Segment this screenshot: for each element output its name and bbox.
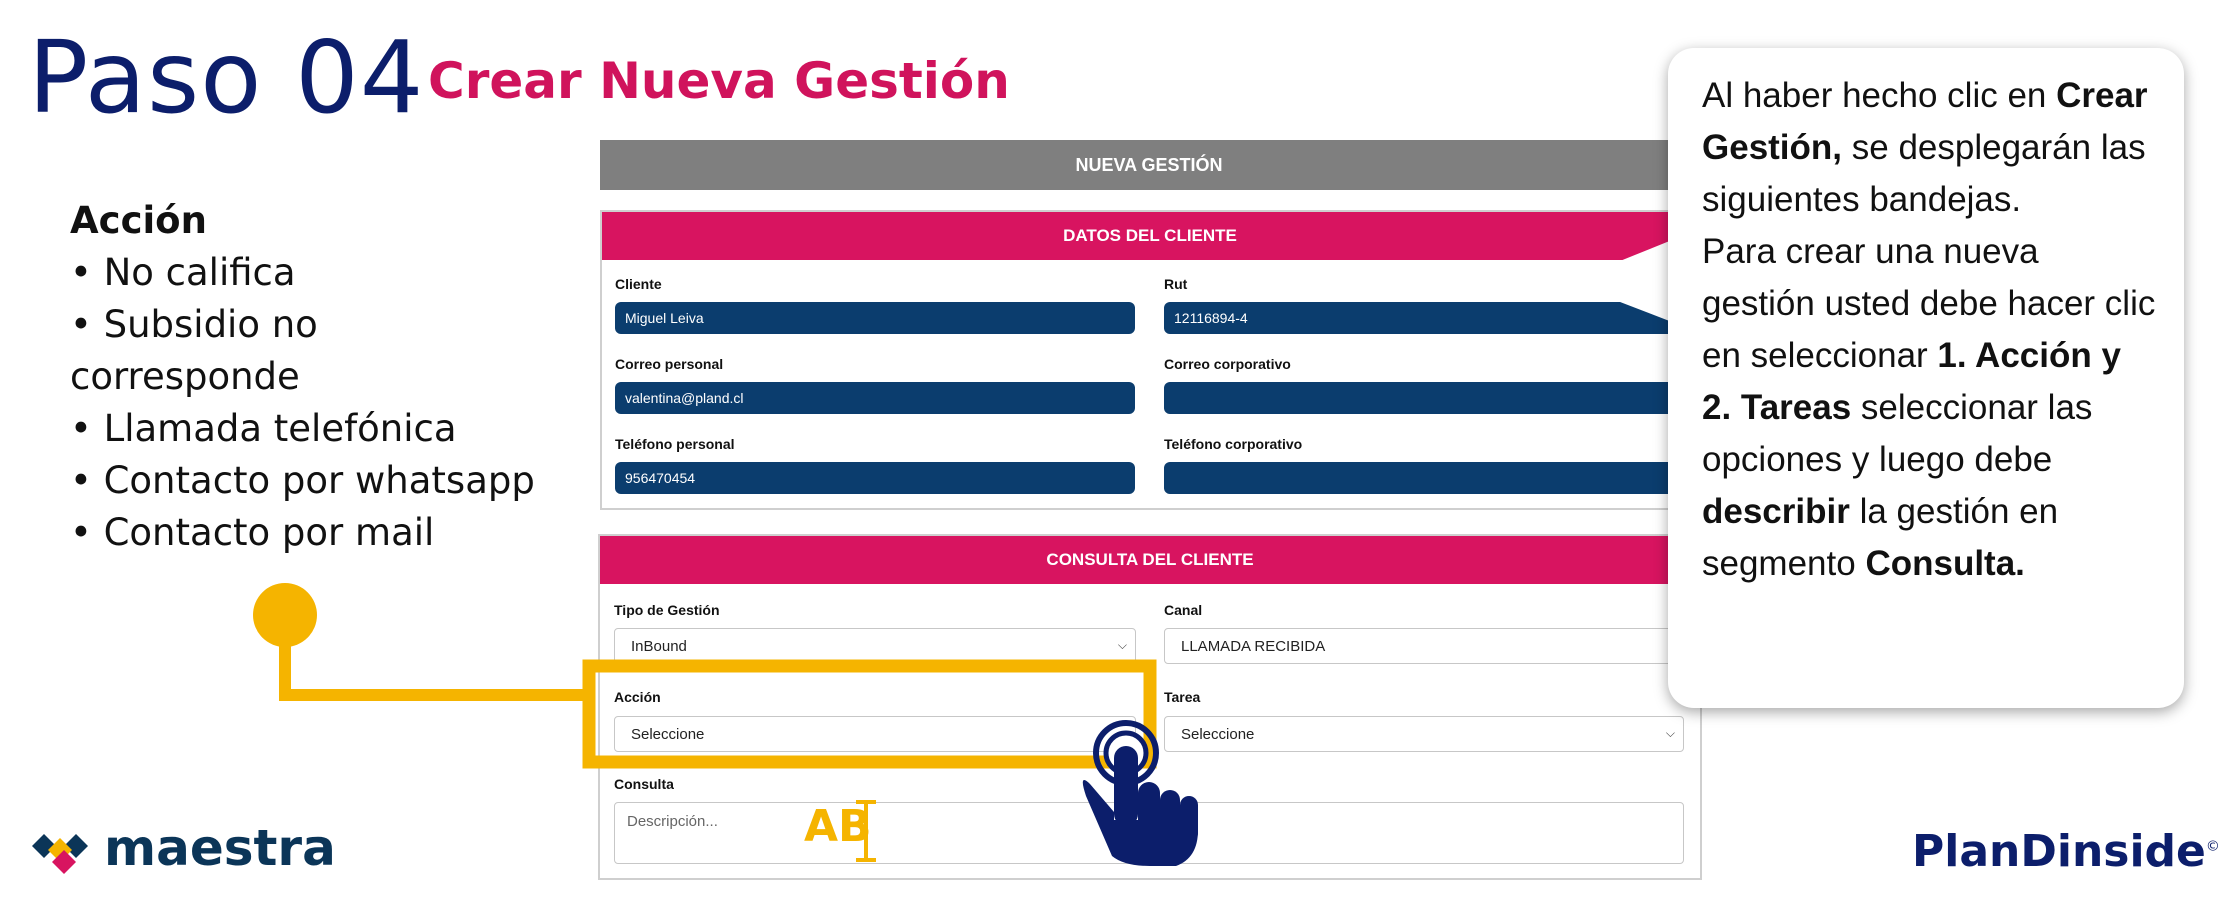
tarea-label: Tarea	[1164, 689, 1201, 705]
callout-bold: Crear Gestión,	[1702, 76, 2148, 167]
tarea-select[interactable]: Seleccione ⌵	[1164, 716, 1684, 752]
plandinside-logo: PlanDinside©	[1912, 830, 2220, 874]
copyright-mark: ©	[2205, 838, 2220, 855]
hand-pointer-icon	[1082, 720, 1198, 866]
tarea-value: Seleccione	[1181, 725, 1255, 743]
canal-value: LLAMADA RECIBIDA	[1181, 637, 1326, 655]
consulta-label: Consulta	[614, 776, 674, 792]
callout-bold: 1. Acción y 2. Tareas	[1702, 336, 2121, 427]
maestra-logo: maestra	[28, 820, 336, 876]
canal-label: Canal	[1164, 602, 1203, 618]
telefono-corporativo-label: Teléfono corporativo	[1164, 436, 1303, 452]
telefono-personal-label: Teléfono personal	[615, 436, 735, 452]
section-title: DATOS DEL CLIENTE	[602, 212, 1698, 260]
consulta-placeholder: Descripción...	[627, 813, 718, 830]
canal-field[interactable]: LLAMADA RECIBIDA	[1164, 628, 1684, 664]
step-title: Paso 04	[28, 19, 425, 136]
chevron-down-icon: ⌵	[1665, 726, 1675, 740]
chevron-down-icon: ⌵	[1117, 638, 1127, 652]
cliente-label: Cliente	[615, 276, 662, 292]
callout-bold: Consulta.	[1865, 544, 2025, 583]
plandinside-logo-text: PlanDinside	[1912, 826, 2206, 877]
text-cursor-icon-top	[856, 800, 876, 804]
accion-value: Seleccione	[631, 725, 705, 743]
accion-select[interactable]: Seleccione	[614, 716, 1136, 752]
accion-highlight-box	[582, 659, 1157, 769]
callout-pointer	[1568, 240, 1672, 322]
annotation-connector-vertical	[279, 615, 291, 701]
telefono-personal-field[interactable]: 956470454	[615, 462, 1135, 494]
maestra-logo-icon	[32, 834, 88, 874]
annotation-connector-horizontal	[279, 689, 589, 701]
correo-personal-field[interactable]: valentina@pland.cl	[615, 382, 1135, 414]
list-heading: Acción	[70, 199, 207, 242]
correo-personal-label: Correo personal	[615, 356, 724, 372]
rut-label: Rut	[1164, 276, 1188, 292]
text-cursor-label: AB	[804, 801, 872, 852]
list-item: • Subsidio no	[70, 303, 318, 346]
cliente-field[interactable]: Miguel Leiva	[615, 302, 1135, 334]
maestra-logo-text: maestra	[104, 819, 336, 877]
datos-cliente-section: DATOS DEL CLIENTE Cliente Miguel Leiva R…	[600, 210, 1700, 510]
telefono-corporativo-field[interactable]	[1164, 462, 1684, 494]
list-item: • No califica	[70, 251, 296, 294]
tipo-gestion-value: InBound	[631, 637, 687, 655]
callout-text: Al haber hecho clic en	[1702, 76, 2057, 115]
list-item: • Contacto por whatsapp	[70, 459, 535, 502]
rut-field[interactable]: 12116894-4	[1164, 302, 1684, 334]
form-title: NUEVA GESTIÓN	[600, 140, 1698, 190]
text-cursor-icon	[864, 802, 868, 860]
accion-label: Acción	[614, 689, 661, 705]
callout-text: seleccionar las opciones y luego debe	[1702, 388, 2093, 479]
accion-options-list: Acción • No califica • Subsidio no corre…	[70, 195, 550, 559]
section-title: CONSULTA DEL CLIENTE	[600, 536, 1700, 584]
callout-text: la gestión en segmento	[1702, 492, 2059, 583]
list-item: • Contacto por mail	[70, 511, 435, 554]
instruction-callout: Al haber hecho clic en Crear Gestión, se…	[1668, 48, 2184, 708]
tipo-gestion-label: Tipo de Gestión	[614, 602, 720, 618]
list-item: • Llamada telefónica	[70, 407, 457, 450]
text-cursor-icon-bottom	[856, 858, 876, 862]
correo-corporativo-label: Correo corporativo	[1164, 356, 1291, 372]
correo-corporativo-field[interactable]	[1164, 382, 1684, 414]
callout-bold: describir	[1702, 492, 1850, 531]
step-subtitle: Crear Nueva Gestión	[428, 52, 1010, 110]
callout-text: se desplegarán las siguientes bandejas.	[1702, 128, 2146, 219]
list-item: corresponde	[70, 355, 300, 398]
callout-text: Para crear una nueva gestión usted debe …	[1702, 232, 2156, 375]
